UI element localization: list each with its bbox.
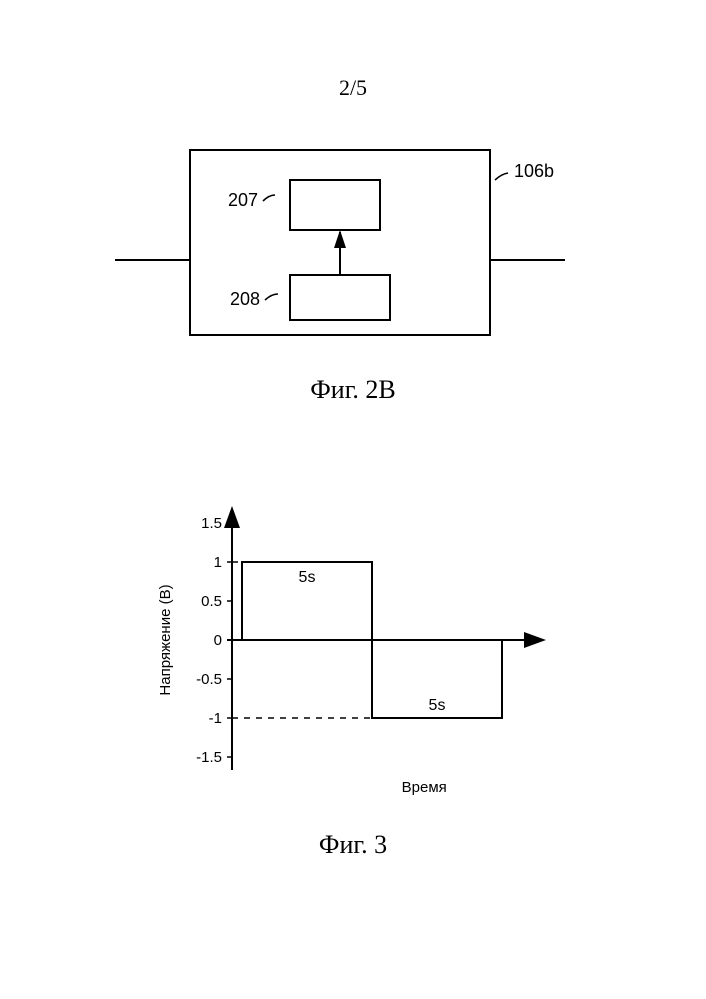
svg-text:207: 207 [228,190,258,210]
svg-text:-1: -1 [209,710,222,727]
svg-text:5s: 5s [429,697,446,714]
svg-text:Напряжение (В): Напряжение (В) [157,584,174,695]
svg-text:0: 0 [214,632,222,649]
fig3-caption: Фиг. 3 [0,830,706,860]
svg-text:Время: Время [402,779,447,796]
svg-text:1: 1 [214,554,222,571]
svg-text:-0.5: -0.5 [196,671,222,688]
fig2b-caption: Фиг. 2B [0,375,706,405]
svg-text:106b: 106b [514,161,554,181]
svg-text:208: 208 [230,289,260,309]
page-number: 2/5 [0,75,706,101]
svg-text:0.5: 0.5 [201,593,222,610]
svg-text:-1.5: -1.5 [196,749,222,766]
svg-text:5s: 5s [299,569,316,586]
svg-text:1.5: 1.5 [201,515,222,532]
